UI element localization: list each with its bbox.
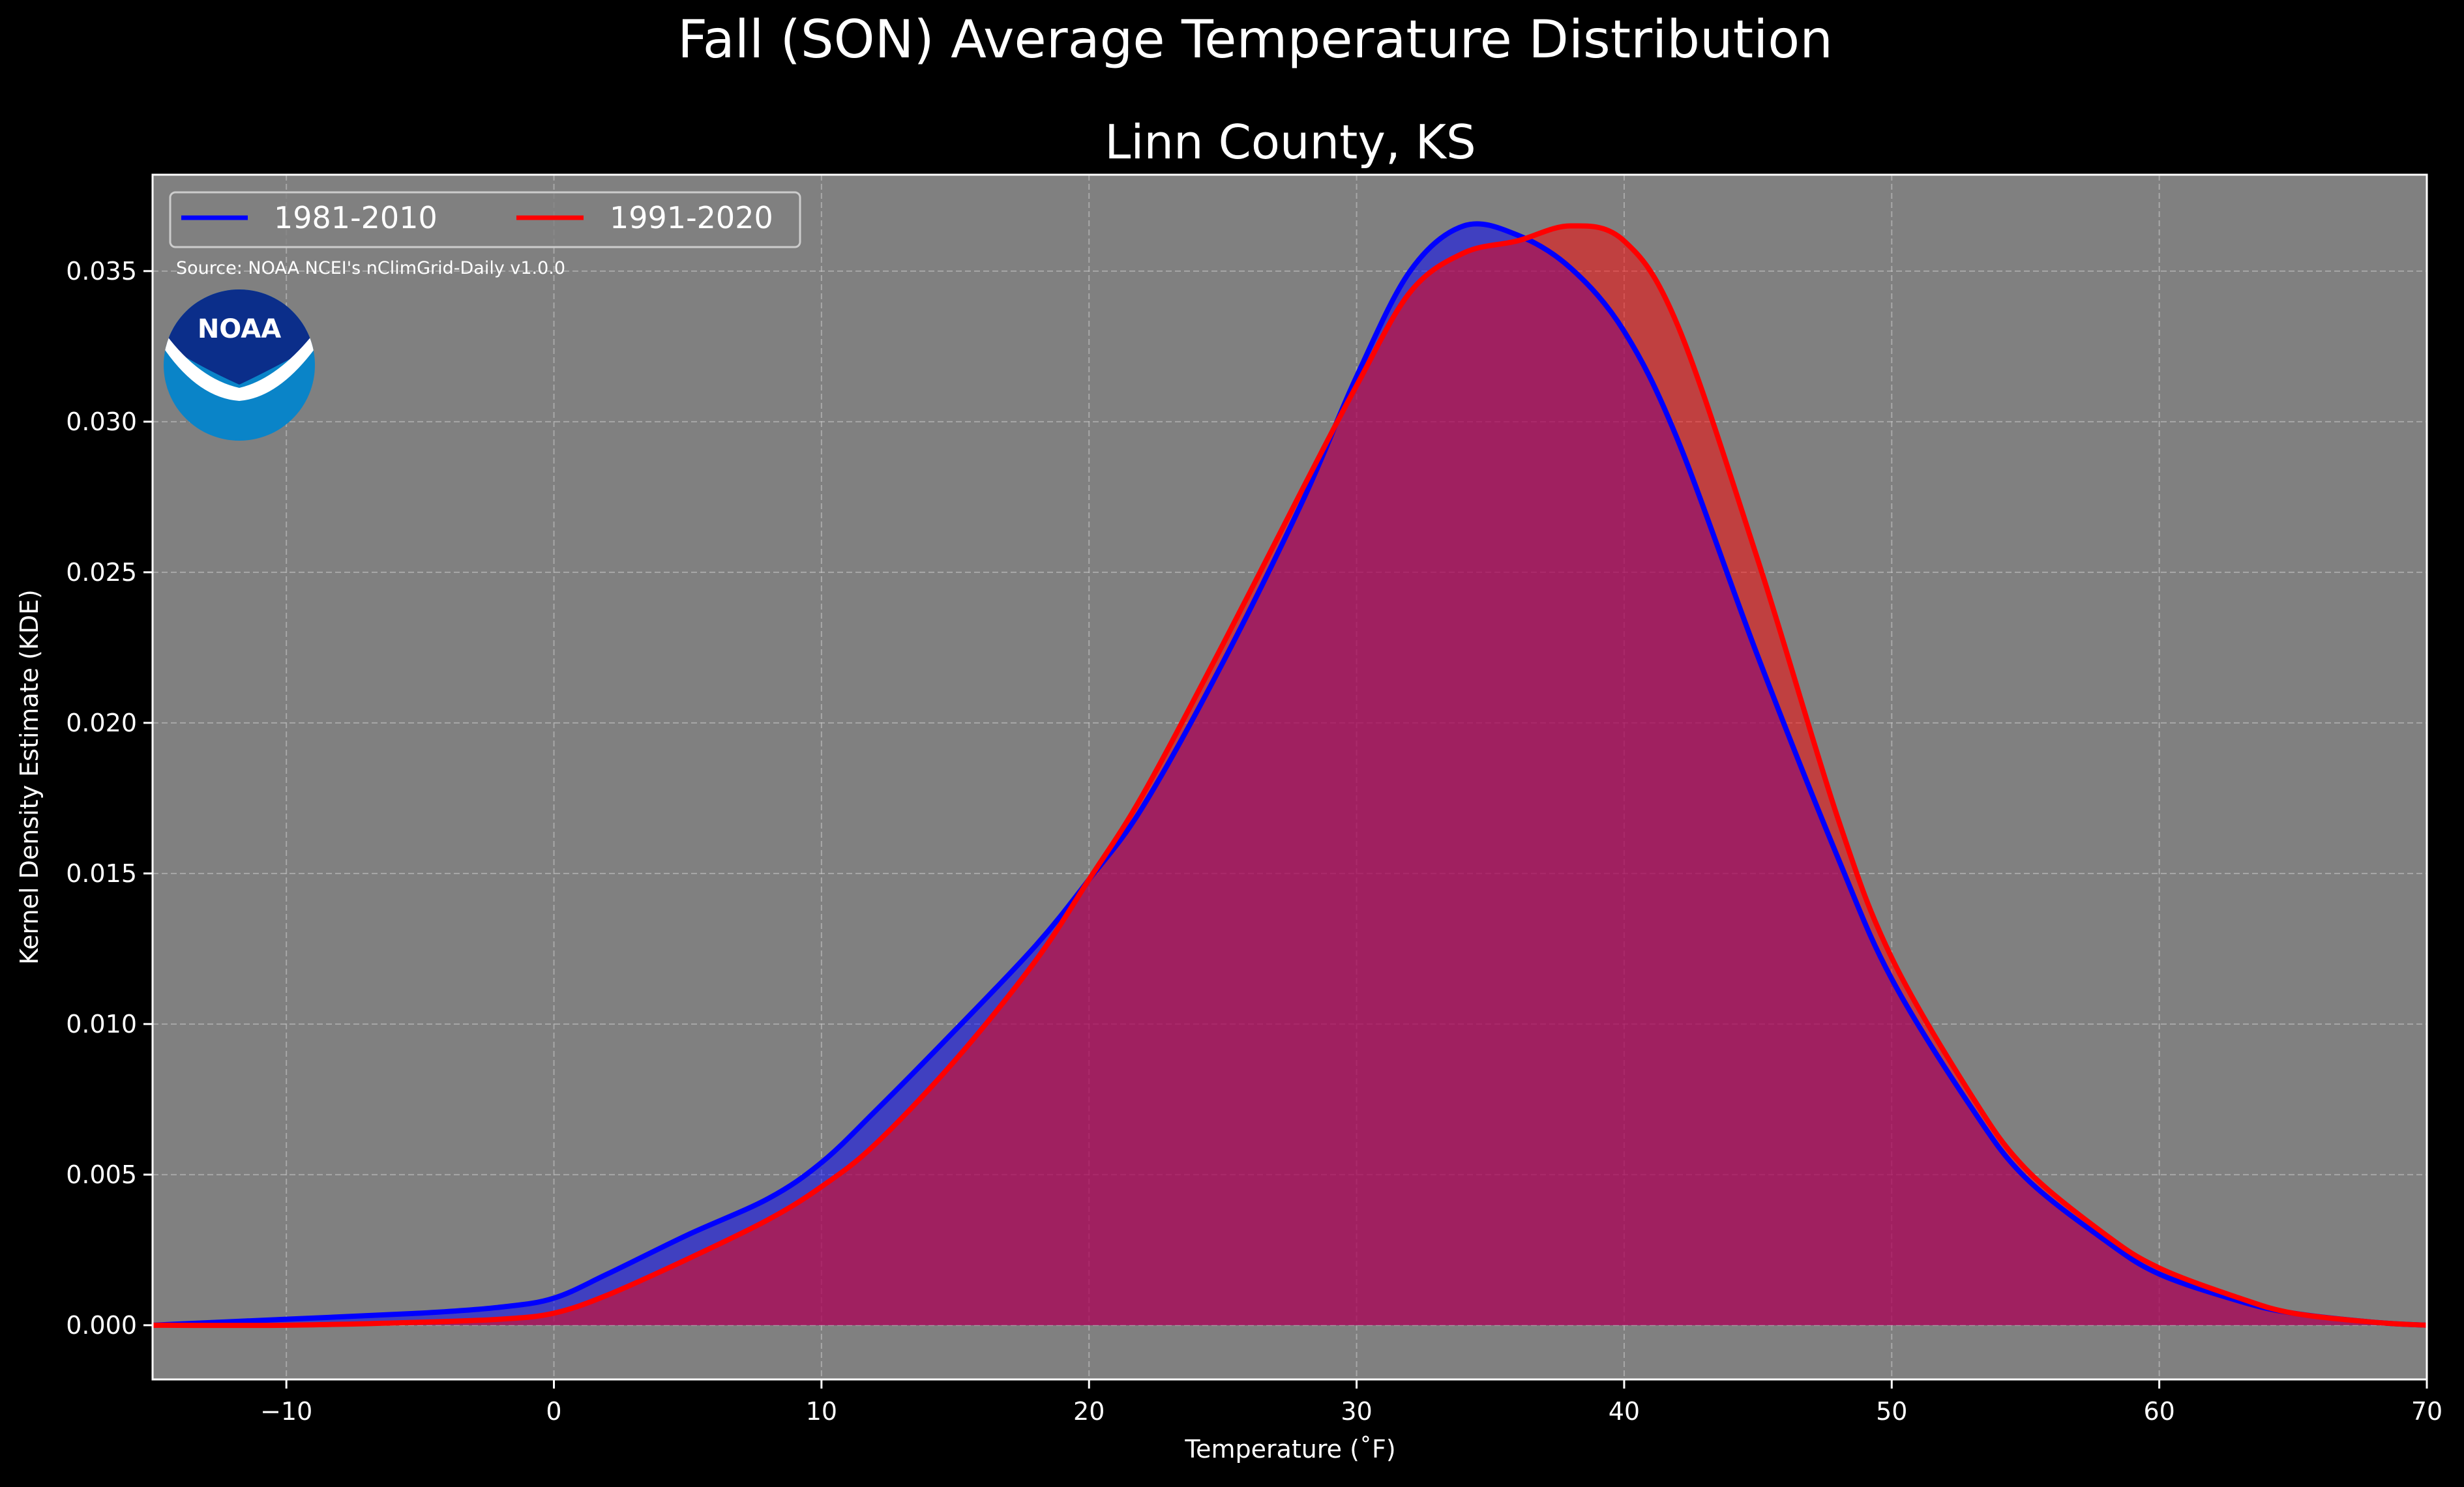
y-tick-label: 0.025	[66, 558, 137, 587]
chart-suptitle: Fall (SON) Average Temperature Distribut…	[677, 9, 1833, 70]
y-tick-label: 0.030	[66, 407, 137, 436]
x-axis-label: Temperature (˚F)	[1184, 1435, 1395, 1464]
axis-ticks: −10 0 10 20 30 40 50 60 70 0.000 0.005 0.010 0.015 0.…	[66, 257, 2442, 1426]
noaa-logo-text: NOAA	[198, 314, 281, 344]
y-tick-label: 0.000	[66, 1311, 137, 1340]
noaa-logo-sky	[164, 289, 315, 385]
x-tick-label: −10	[260, 1397, 312, 1426]
series-area-1991-2020	[153, 226, 2427, 1326]
y-tick-label: 0.005	[66, 1160, 137, 1189]
series-line-1981-2010	[152, 221, 2427, 1328]
x-tick-label: 40	[1609, 1397, 1640, 1426]
legend-label-1991-2020: 1991-2020	[610, 200, 773, 235]
legend-box	[169, 191, 801, 248]
x-tick-label: 10	[806, 1397, 837, 1426]
x-tick-label: 50	[1876, 1397, 1907, 1426]
y-tick-label: 0.015	[66, 859, 137, 888]
series-line-1991-2020	[152, 223, 2427, 1329]
y-tick-label: 0.010	[66, 1010, 137, 1038]
x-tick-label: 0	[546, 1397, 561, 1426]
source-note: Source: NOAA NCEI's nClimGrid-Daily v1.0…	[176, 258, 565, 278]
x-tick-label: 30	[1341, 1397, 1372, 1426]
legend-label-1981-2010: 1981-2010	[274, 200, 438, 235]
series-fills	[153, 224, 2427, 1326]
plot-frame	[151, 173, 2428, 1381]
noaa-logo: NOAA	[164, 289, 315, 441]
y-tick-label: 0.020	[66, 709, 137, 737]
x-tick-label: 70	[2411, 1397, 2442, 1426]
chart-title: Linn County, KS	[1105, 115, 1476, 169]
x-tick-label: 60	[2143, 1397, 2175, 1426]
series-lines	[152, 221, 2427, 1329]
legend: 1981-2010 1991-2020	[169, 191, 801, 248]
x-tick-label: 20	[1073, 1397, 1105, 1426]
y-tick-label: 0.035	[66, 257, 137, 286]
noaa-logo-bird-icon	[164, 326, 315, 401]
y-axis-label: Kernel Density Estimate (KDE)	[15, 589, 44, 965]
